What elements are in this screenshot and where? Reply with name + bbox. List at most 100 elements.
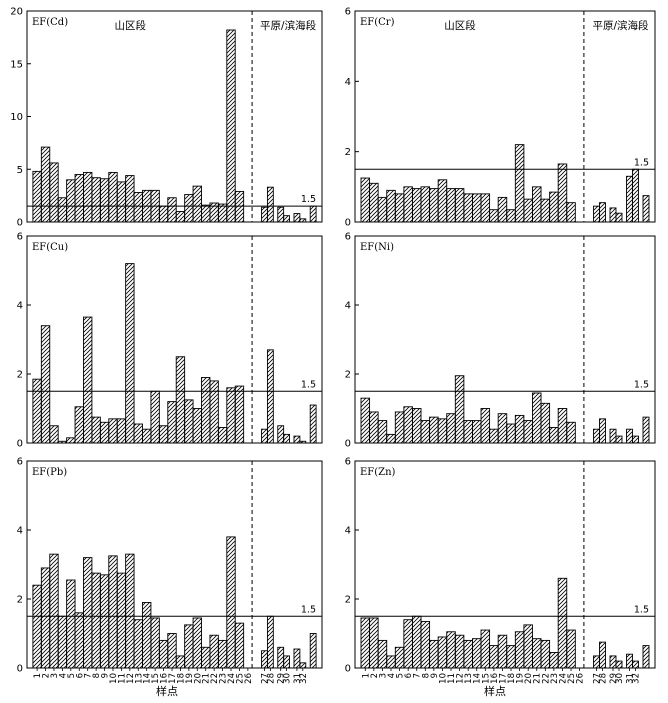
y-tick-label: 2 [345, 147, 351, 158]
bar [108, 418, 118, 444]
bar [91, 177, 101, 223]
threshold-label: 1.5 [634, 604, 649, 615]
bar [599, 202, 606, 223]
bar [632, 435, 639, 444]
bar [615, 660, 623, 669]
x-tick-label: 1 [361, 673, 371, 678]
bar [609, 207, 617, 223]
y-tick-label: 6 [345, 457, 351, 468]
bar [261, 428, 268, 444]
bar [411, 615, 422, 669]
bar [463, 639, 473, 669]
x-tick-label: 8 [92, 673, 102, 678]
x-tick-label: 32 [632, 673, 642, 684]
bar [133, 192, 143, 223]
bar [437, 418, 448, 444]
bar [506, 645, 516, 669]
bar [369, 617, 379, 669]
bar [57, 440, 68, 444]
x-tick-label: 11 [117, 673, 127, 684]
bar [40, 146, 51, 223]
x-tick-label: 8 [421, 673, 431, 678]
bar [309, 404, 317, 444]
bar [293, 213, 301, 223]
bar [429, 416, 439, 444]
bar [133, 423, 143, 444]
bar [615, 435, 623, 444]
bar [32, 378, 42, 444]
bar [40, 325, 51, 444]
y-tick-label: 2 [345, 595, 351, 606]
x-tick-label: 19 [516, 673, 526, 684]
y-tick-label: 4 [17, 301, 23, 312]
x-tick-label: 6 [404, 673, 414, 678]
bar [293, 648, 301, 669]
x-tick-label: 17 [498, 673, 508, 684]
bar [299, 218, 307, 223]
x-tick-label: 20 [193, 673, 203, 684]
bar [489, 209, 499, 223]
bar [593, 205, 600, 223]
x-tick-label: 10 [438, 673, 448, 684]
bar [394, 411, 405, 444]
bar [66, 437, 76, 444]
bar [472, 193, 482, 223]
bar [293, 435, 301, 444]
bar [142, 428, 152, 444]
bar [277, 646, 285, 669]
bar [446, 413, 456, 444]
x-tick-label: 26 [576, 673, 586, 684]
bar [615, 212, 623, 223]
x-tick-label: 17 [168, 673, 178, 684]
bar [175, 655, 186, 669]
bar [116, 572, 127, 669]
x-tick-label: 9 [101, 673, 111, 678]
x-tick-label: 31 [293, 673, 303, 684]
bar [454, 634, 465, 669]
bar [74, 612, 84, 669]
threshold-label: 1.5 [634, 379, 649, 390]
bar [201, 377, 211, 444]
x-tick-label: 4 [58, 673, 68, 678]
bar [420, 186, 431, 223]
y-tick-label: 6 [17, 232, 23, 243]
x-tick-label: 30 [283, 673, 293, 684]
bar [74, 174, 84, 223]
panel-label: EF(Cr) [360, 17, 395, 28]
bar [266, 615, 274, 669]
x-tick-label: 20 [524, 673, 534, 684]
y-tick-label: 0 [17, 439, 23, 450]
bar [209, 380, 219, 444]
bar [125, 263, 135, 444]
bar [394, 646, 405, 669]
x-tick-label: 14 [143, 673, 153, 684]
bar [184, 399, 194, 444]
bar [184, 624, 194, 669]
y-tick-label: 4 [17, 526, 23, 537]
x-tick-label: 23 [219, 673, 229, 684]
x-tick-label: 27 [593, 673, 603, 684]
bar [74, 406, 84, 444]
bar [360, 617, 371, 669]
panel-label: EF(Zn) [360, 467, 396, 478]
bar [32, 584, 42, 669]
bar [480, 408, 491, 444]
bar [369, 182, 379, 223]
bar [523, 198, 533, 223]
bar [599, 641, 606, 669]
y-tick-label: 0 [345, 664, 351, 675]
bar [514, 414, 525, 444]
x-axis-title: 样点 [156, 684, 178, 698]
bar [234, 622, 245, 669]
x-tick-label: 2 [370, 673, 380, 678]
x-tick-label: 9 [430, 673, 440, 678]
bar [454, 188, 465, 223]
x-tick-label: 5 [396, 673, 406, 678]
bar [175, 356, 186, 444]
x-tick-label: 18 [507, 673, 517, 684]
bar [566, 202, 576, 223]
bar [506, 423, 516, 444]
bar [497, 634, 508, 669]
x-tick-label: 22 [541, 673, 551, 684]
